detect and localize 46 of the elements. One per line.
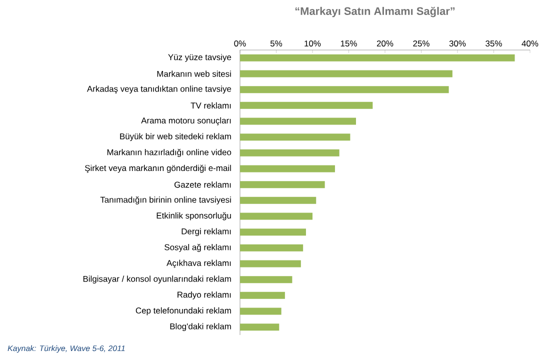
x-tick-label: 30% [449, 40, 466, 46]
bar [240, 308, 282, 315]
bar [240, 134, 350, 141]
y-tick-label: Tanımadığın birinin online tavsiyesi [100, 196, 231, 204]
bar [240, 196, 316, 204]
y-tick-label: Arkadaş veya tanıdıktan online tavsiye [86, 86, 232, 94]
x-tick-label: 40% [522, 40, 538, 46]
bar [240, 149, 340, 156]
bar [240, 228, 306, 236]
y-tick-label: Bilgisayar / konsol oyunlarındaki reklam [83, 276, 231, 284]
y-tick-label: Sosyal ağ reklamı [164, 244, 231, 252]
y-tick-label: Markanın hazırladığı online video [107, 148, 232, 157]
bar [240, 244, 304, 252]
y-tick-label: Blog'daki reklam [170, 323, 231, 332]
x-tick-label: 35% [486, 40, 502, 46]
x-tick-label: 5% [270, 40, 282, 46]
y-tick-label: Markanın web sitesi [157, 70, 231, 77]
x-tick-label: 25% [413, 40, 430, 46]
bar [240, 292, 285, 299]
chart-title: “Markayı Satın Almamı Sağlar” [295, 6, 455, 18]
y-tick-label: Gazete reklamı [174, 181, 231, 188]
y-tick-label: Etkinlik sponsorluğu [156, 212, 231, 220]
y-tick-label: Radyo reklamı [178, 291, 231, 300]
x-tick-label: 10% [304, 40, 321, 46]
y-tick-label: Büyük bir web sitedeki reklam [120, 133, 231, 142]
x-tick-label: 20% [376, 40, 394, 46]
y-tick-label: Cep telefonundaki reklam [136, 307, 231, 316]
bar [240, 276, 292, 284]
bar [240, 324, 280, 331]
y-tick-label: Açıkhava reklamı [166, 260, 231, 268]
x-tick-label: 15% [340, 40, 357, 46]
y-tick-label: Şirket veya markanın gönderdiği e-mail [85, 164, 231, 173]
bar [240, 54, 515, 62]
y-tick-label: Arama motoru sonuçları [141, 117, 231, 126]
y-tick-label: TV reklamı [190, 102, 231, 109]
y-tick-label: Dergi reklamı [182, 228, 231, 236]
bar [240, 118, 356, 125]
bar [240, 260, 301, 268]
bar [240, 102, 373, 109]
bar [240, 212, 312, 220]
y-tick-label: Yüz yüze tavsiye [168, 54, 232, 62]
bar [240, 70, 452, 78]
bar [240, 181, 325, 188]
bar [240, 165, 335, 172]
bar [240, 86, 449, 94]
x-tick-label: 0% [234, 40, 246, 46]
